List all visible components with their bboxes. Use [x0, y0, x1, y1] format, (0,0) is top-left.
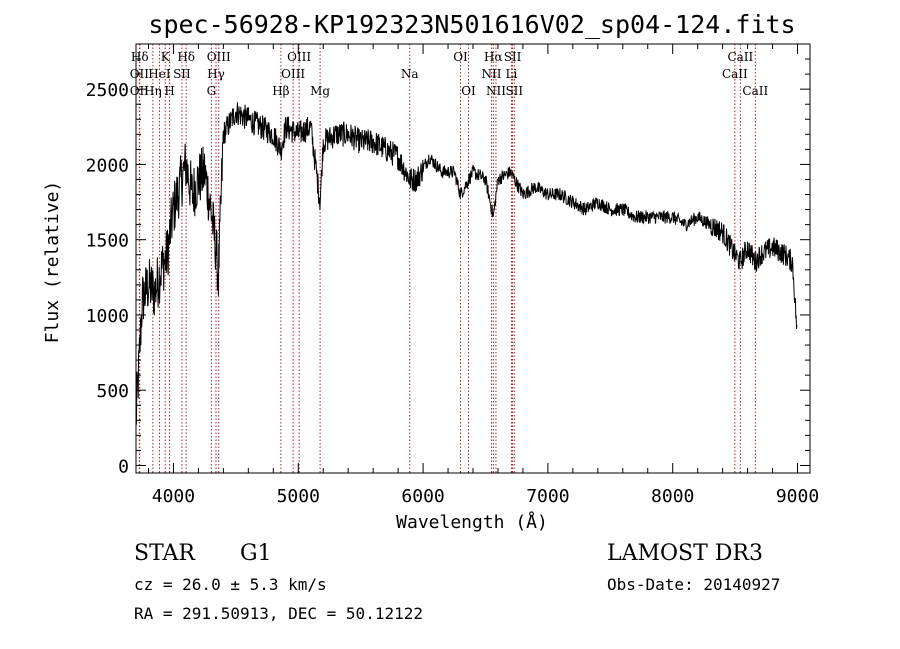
x-tick-label: 5000 [277, 486, 320, 507]
x-tick-label: 6000 [401, 486, 444, 507]
x-axis-label: Wavelength (Å) [396, 511, 548, 533]
spectral-line-label: Hα [484, 50, 503, 64]
observation-date: Obs-Date: 20140927 [607, 575, 780, 594]
spectral-line-label: CaII [742, 84, 768, 98]
y-tick-label: 500 [96, 381, 129, 402]
spectral-line-label: Li [506, 67, 518, 81]
spectral-line-label: OI [453, 50, 468, 64]
spectral-line-label: SII [504, 50, 522, 64]
spectral-line-label: NII [481, 67, 501, 81]
spectral-line-label: OII [130, 84, 150, 98]
spectral-line-label: K [161, 50, 171, 64]
y-tick-label: 0 [118, 456, 129, 477]
spectral-line-label: NII [486, 84, 506, 98]
spectral-line-label: Hη [144, 84, 162, 98]
spectrum-series [135, 102, 798, 425]
object-subclass: G1 [240, 541, 272, 566]
spectral-line-label: OIII [281, 67, 305, 81]
spectral-line-label: Hγ [207, 67, 225, 81]
spectral-line-label: CaII [727, 50, 753, 64]
redshift-readout: cz = 26.0 ± 5.3 km/s [134, 575, 327, 594]
spectral-line-label: Na [401, 67, 419, 81]
spectral-line-label: SII [505, 84, 523, 98]
y-axis-label: Flux (relative) [42, 181, 63, 344]
x-axis-ticks: 4000 5000 6000 7000 8000 9000 [147, 44, 819, 507]
spectral-line-label: G [207, 84, 217, 98]
object-class: STAR [134, 541, 196, 566]
spectral-line-label: Hδ [177, 50, 195, 64]
x-tick-label: 7000 [526, 486, 569, 507]
y-tick-label: 1000 [86, 306, 129, 327]
x-tick-label: 4000 [152, 486, 195, 507]
y-tick-label: 2000 [86, 155, 129, 176]
spectral-line-label: SII [173, 67, 191, 81]
spectral-line-label: H [164, 84, 174, 98]
y-tick-label: 2500 [86, 80, 129, 101]
coordinates: RA = 291.50913, DEC = 50.12122 [134, 604, 423, 623]
x-tick-label: 8000 [651, 486, 694, 507]
spectral-line-label: OIII [207, 50, 231, 64]
spectral-line-label: OIII [287, 50, 311, 64]
spectral-line-label: CaII [722, 67, 748, 81]
survey-name: LAMOST DR3 [607, 541, 763, 566]
spectral-line-markers [138, 44, 756, 473]
spectral-line-label: Mg [310, 84, 330, 98]
spectral-line-label: OI [461, 84, 476, 98]
spectral-line-label: HeI [148, 67, 171, 81]
y-tick-label: 1500 [86, 231, 129, 252]
spectral-line-label: Hδ [131, 50, 149, 64]
x-tick-label: 9000 [776, 486, 819, 507]
chart-title: spec-56928-KP192323N501616V02_sp04-124.f… [148, 10, 795, 39]
spectral-line-label: Hβ [272, 84, 289, 98]
y-axis-ticks: 0 500 1000 1500 2000 2500 [86, 58, 810, 477]
